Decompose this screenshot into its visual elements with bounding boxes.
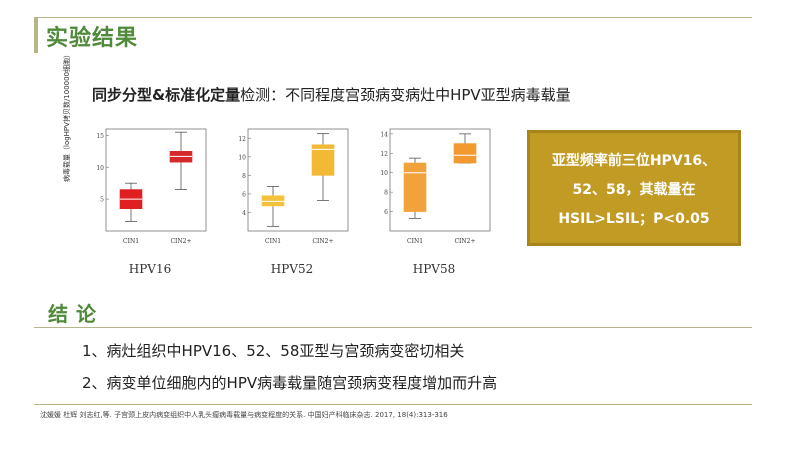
conclusion-item-2: 2、病变单位细胞内的HPV病毒载量随宫颈病变程度增加而升高: [82, 374, 498, 392]
y-tick-label: 8: [242, 173, 246, 180]
y-tick-label: 10: [380, 170, 388, 177]
callout-line-2: 52、58，其载量在: [572, 182, 696, 198]
top-rule: [34, 17, 752, 18]
y-tick-label: 6: [242, 191, 246, 198]
box-plot-hpv58: 6 8 10 12 14 CIN1 CIN2+: [380, 128, 491, 245]
x-tick-label: CIN2+: [170, 238, 191, 245]
bottom-rule: [34, 404, 752, 405]
callout-box: 亚型频率前三位HPV16、 52、58，其载量在 HSIL>LSIL；P<0.0…: [527, 130, 741, 246]
chart-title-hpv52: HPV52: [270, 262, 314, 276]
plot-frame: [247, 128, 349, 232]
reference-citation: 沈媛媛 杜辉 刘志红,等. 子宫颈上皮内病变组织中人乳头瘤病毒载量与病变程度的关…: [40, 411, 448, 419]
conclusion-item-1: 1、病灶组织中HPV16、52、58亚型与宫颈病变密切相关: [82, 342, 465, 360]
chart-title-hpv16: HPV16: [128, 262, 172, 276]
section-subtitle: 同步分型&标准化定量检测：不同程度宫颈病变病灶中HPV亚型病毒载量: [92, 84, 571, 105]
subtitle-rest: 检测：不同程度宫颈病变病灶中HPV亚型病毒载量: [240, 86, 571, 104]
chart-title-hpv58: HPV58: [412, 262, 456, 276]
callout-line-1: 亚型频率前三位HPV16、: [551, 153, 717, 169]
x-tick-label: CIN1: [407, 238, 423, 245]
y-tick-label: 6: [384, 209, 388, 216]
y-tick-label: 8: [384, 190, 388, 197]
title-accent-bar: [34, 17, 38, 53]
x-tick-label: CIN1: [265, 238, 281, 245]
y-tick-label: 10: [238, 154, 246, 161]
x-tick-label: CIN2+: [454, 238, 475, 245]
y-tick-label: 12: [238, 136, 246, 143]
box-iqr: [403, 162, 427, 212]
plot-frame: [105, 128, 207, 232]
callout-line-3: HSIL>LSIL；P<0.05: [558, 211, 710, 227]
page-title: 实验结果: [46, 26, 139, 51]
conclusion-title: 结论: [48, 302, 104, 326]
y-tick-label: 15: [96, 133, 104, 140]
y-axis-label: 病毒载量（logHPV拷贝数/100000细胞）: [63, 50, 71, 182]
x-tick-label: CIN2+: [312, 238, 333, 245]
conclusion-rule: [34, 327, 752, 328]
box-iqr: [311, 144, 335, 176]
x-tick-label: CIN1: [123, 238, 139, 245]
box-plot-hpv16: 5 10 15 CIN1 CIN2+: [96, 128, 207, 245]
y-tick-label: 4: [242, 210, 246, 217]
y-tick-label: 12: [380, 151, 388, 158]
subtitle-bold: 同步分型&标准化定量: [92, 86, 241, 104]
box-iqr: [453, 143, 477, 164]
y-tick-label: 5: [100, 197, 104, 204]
y-tick-label: 14: [380, 131, 388, 138]
y-tick-label: 10: [96, 165, 104, 172]
box-plot-hpv52: 4 6 8 10 12 CIN1 CIN2+: [238, 128, 349, 245]
